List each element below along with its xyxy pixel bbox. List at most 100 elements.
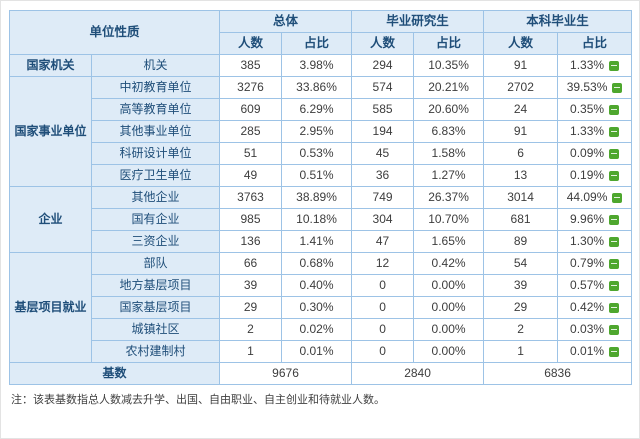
subcategory-cell: 国家基层项目 bbox=[90, 296, 221, 319]
subcategory-cell: 农村建制村 bbox=[90, 340, 221, 363]
table-row: 高等教育单位 609 6.29% 585 20.60% 24 0.35% bbox=[10, 98, 633, 121]
count-cell: 54 bbox=[483, 252, 559, 275]
subcategory-cell: 三资企业 bbox=[90, 230, 221, 253]
count-cell: 1 bbox=[483, 340, 559, 363]
base-label-cell: 基数 bbox=[8, 362, 221, 385]
percent-with-marker: 44.09% bbox=[566, 189, 623, 204]
table-row: 农村建制村 1 0.01% 0 0.00% 1 0.01% bbox=[10, 340, 633, 363]
percent-value: 1.33% bbox=[570, 123, 605, 138]
count-cell: 1 bbox=[219, 340, 283, 363]
group-header-graduate: 毕业研究生 bbox=[351, 10, 485, 33]
percent-cell: 0.68% bbox=[281, 252, 353, 275]
count-cell: 3763 bbox=[219, 186, 283, 209]
table-row: 国家基层项目 29 0.30% 0 0.00% 29 0.42% bbox=[10, 296, 633, 319]
category-cell: 国家事业单位 bbox=[9, 76, 92, 187]
table-row: 城镇社区 2 0.02% 0 0.00% 2 0.03% bbox=[10, 318, 633, 341]
count-cell: 285 bbox=[219, 120, 283, 143]
subcategory-cell: 医疗卫生单位 bbox=[90, 164, 221, 187]
percent-cell: 0.09% bbox=[557, 142, 633, 165]
subcategory-cell: 中初教育单位 bbox=[90, 76, 221, 99]
green-marker-icon bbox=[609, 236, 620, 247]
count-cell: 24 bbox=[483, 98, 559, 121]
subheader-graduate-count: 人数 bbox=[351, 32, 415, 55]
percent-cell: 3.98% bbox=[281, 54, 353, 77]
base-graduate-cell: 2840 bbox=[351, 362, 485, 385]
count-cell: 47 bbox=[351, 230, 415, 253]
count-cell: 294 bbox=[351, 54, 415, 77]
green-marker-icon bbox=[609, 280, 620, 291]
percent-value: 0.09% bbox=[570, 145, 605, 160]
percent-cell: 0.30% bbox=[281, 296, 353, 319]
base-row: 基数 9676 2840 6836 bbox=[8, 362, 633, 385]
percent-with-marker: 0.03% bbox=[570, 321, 620, 336]
count-cell: 0 bbox=[351, 296, 415, 319]
count-cell: 45 bbox=[351, 142, 415, 165]
count-cell: 0 bbox=[351, 274, 415, 297]
count-cell: 49 bbox=[219, 164, 283, 187]
percent-with-marker: 0.42% bbox=[570, 299, 620, 314]
percent-cell: 0.03% bbox=[557, 318, 633, 341]
percent-cell: 38.89% bbox=[281, 186, 353, 209]
percent-cell: 0.57% bbox=[557, 274, 633, 297]
count-cell: 66 bbox=[219, 252, 283, 275]
subheader-undergraduate-count: 人数 bbox=[483, 32, 559, 55]
green-marker-icon bbox=[609, 214, 620, 225]
percent-value: 39.53% bbox=[566, 79, 608, 94]
category-cell: 企业 bbox=[9, 186, 92, 253]
subcategory-cell: 地方基层项目 bbox=[90, 274, 221, 297]
header-row-subcolumns: 人数 占比 人数 占比 人数 占比 bbox=[10, 32, 633, 55]
percent-value: 1.33% bbox=[570, 57, 605, 72]
count-cell: 585 bbox=[351, 98, 415, 121]
green-marker-icon bbox=[612, 82, 623, 93]
percent-with-marker: 39.53% bbox=[566, 79, 623, 94]
table-row: 国家机关 机关 385 3.98% 294 10.35% 91 1.33% bbox=[9, 54, 633, 77]
percent-value: 0.57% bbox=[570, 277, 605, 292]
category-cell: 国家机关 bbox=[9, 54, 92, 77]
green-marker-icon bbox=[609, 126, 620, 137]
subcategory-cell: 其他企业 bbox=[90, 186, 221, 209]
percent-cell: 0.01% bbox=[557, 340, 633, 363]
count-cell: 6 bbox=[483, 142, 559, 165]
category-cell: 基层项目就业 bbox=[9, 252, 92, 363]
percent-with-marker: 0.09% bbox=[570, 145, 620, 160]
count-cell: 91 bbox=[483, 54, 559, 77]
subcategory-cell: 部队 bbox=[90, 252, 221, 275]
percent-value: 44.09% bbox=[566, 189, 608, 204]
percent-with-marker: 1.30% bbox=[570, 233, 620, 248]
count-cell: 2 bbox=[219, 318, 283, 341]
percent-cell: 6.29% bbox=[281, 98, 353, 121]
percent-cell: 0.79% bbox=[557, 252, 633, 275]
count-cell: 51 bbox=[219, 142, 283, 165]
percent-cell: 1.27% bbox=[413, 164, 485, 187]
percent-cell: 1.65% bbox=[413, 230, 485, 253]
count-cell: 609 bbox=[219, 98, 283, 121]
subcategory-cell: 机关 bbox=[90, 54, 221, 77]
table-row: 国家事业单位 中初教育单位 3276 33.86% 574 20.21% 2702 39.53… bbox=[9, 76, 633, 187]
percent-with-marker: 0.19% bbox=[570, 168, 620, 182]
count-cell: 29 bbox=[219, 296, 283, 319]
base-undergraduate-cell: 6836 bbox=[483, 362, 633, 385]
percent-cell: 33.86% bbox=[281, 76, 353, 99]
green-marker-icon bbox=[609, 324, 620, 335]
percent-value: 0.35% bbox=[570, 101, 605, 116]
count-cell: 89 bbox=[483, 230, 559, 253]
percent-cell: 0.40% bbox=[281, 274, 353, 297]
table-row: 三资企业 136 1.41% 47 1.65% 89 1.30% bbox=[10, 230, 633, 253]
percent-cell: 1.58% bbox=[413, 142, 485, 165]
percent-value: 0.03% bbox=[570, 321, 605, 336]
percent-value: 9.96% bbox=[570, 211, 605, 226]
table-row: 其他事业单位 285 2.95% 194 6.83% 91 1.33% bbox=[10, 120, 633, 143]
percent-value: 1.30% bbox=[570, 233, 605, 248]
count-cell: 2 bbox=[483, 318, 559, 341]
percent-cell: 1.33% bbox=[557, 120, 633, 143]
subheader-total-count: 人数 bbox=[219, 32, 283, 55]
percent-cell: 0.00% bbox=[413, 296, 485, 319]
percent-cell: 1.30% bbox=[557, 230, 633, 253]
employment-by-unit-table: 单位性质 总体 毕业研究生 本科毕业生 人数 占比 人数 占比 人数 占比 国家… bbox=[8, 10, 633, 385]
percent-value: 0.42% bbox=[570, 299, 605, 314]
percent-with-marker: 0.79% bbox=[570, 256, 620, 270]
green-marker-icon bbox=[609, 302, 620, 313]
table-note: 注：该表基数指总人数减去升学、出国、自由职业、自主创业和待就业人数。 bbox=[11, 394, 385, 406]
percent-with-marker: 1.33% bbox=[570, 123, 620, 138]
green-marker-icon bbox=[612, 192, 623, 203]
